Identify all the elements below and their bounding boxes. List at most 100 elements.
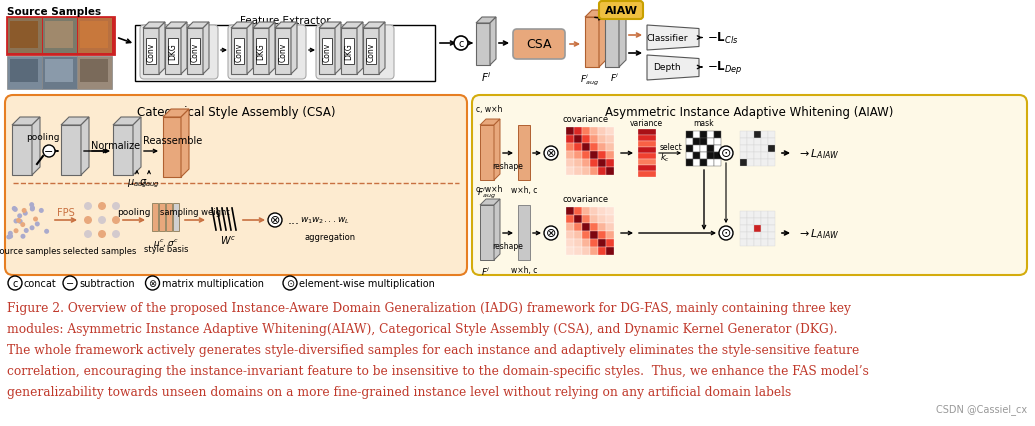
Bar [714,132,721,139]
Bar [7,57,42,90]
Circle shape [98,202,106,210]
Polygon shape [357,23,363,75]
Circle shape [30,226,34,231]
Polygon shape [319,23,341,29]
Bar [607,231,614,239]
Polygon shape [585,18,599,68]
Circle shape [8,231,12,236]
Bar [761,211,768,219]
Bar [740,160,747,167]
Circle shape [84,216,92,225]
Bar [693,146,700,153]
Circle shape [8,234,13,239]
Circle shape [12,207,18,213]
Circle shape [13,219,19,224]
Circle shape [112,202,120,210]
Bar [761,146,768,153]
Polygon shape [494,199,500,260]
Polygon shape [269,23,275,75]
Bar [740,132,747,139]
Bar [574,248,582,256]
Bar [740,139,747,146]
Bar [574,207,582,216]
Bar [566,207,574,216]
Bar [700,132,707,139]
Text: Reassemble: Reassemble [143,136,202,146]
Bar [740,153,747,160]
Bar [714,139,721,146]
Text: CSDN @Cassiel_cx: CSDN @Cassiel_cx [936,403,1027,414]
Bar [8,19,42,54]
Bar [590,216,598,224]
Text: $\rightarrow L_{AIAW}$: $\rightarrow L_{AIAW}$ [797,227,839,240]
Text: −: − [66,278,75,288]
Polygon shape [363,29,379,75]
Circle shape [8,276,22,290]
Polygon shape [585,11,607,18]
Bar [566,167,574,176]
Text: correlation, encouraging the instance-invariant feature to be insensitive to the: correlation, encouraging the instance-in… [7,364,868,377]
Text: Categorical Style Assembly (CSA): Categorical Style Assembly (CSA) [137,106,335,119]
Polygon shape [113,118,141,126]
Text: $\mu_{aug}$: $\mu_{aug}$ [126,178,147,190]
Polygon shape [143,29,159,75]
Bar [700,146,707,153]
Text: Source Samples: Source Samples [7,7,101,17]
Circle shape [13,229,19,234]
Bar [761,132,768,139]
Bar [582,136,590,144]
FancyBboxPatch shape [472,96,1027,275]
Circle shape [283,276,297,290]
Bar [78,19,112,54]
Text: c, w×h: c, w×h [476,105,502,114]
Circle shape [30,206,35,211]
Bar [755,153,761,160]
Circle shape [38,208,43,213]
Text: ...: ... [288,214,300,227]
Circle shape [24,228,29,233]
Bar [582,207,590,216]
Polygon shape [253,23,275,29]
Bar [566,224,574,231]
Bar [707,132,714,139]
Bar [566,216,574,224]
Text: covariance: covariance [563,115,609,124]
Text: style basis: style basis [144,245,188,253]
Circle shape [84,202,92,210]
Bar [761,160,768,167]
Bar [582,248,590,256]
Bar [590,144,598,152]
Text: c, w×h: c, w×h [476,184,502,193]
Bar [42,57,77,90]
Text: Classifier: Classifier [646,34,687,43]
Text: Conv: Conv [366,42,376,61]
Bar [598,216,607,224]
Bar [234,39,244,64]
Text: $F^i_{aug}$: $F^i_{aug}$ [476,186,496,201]
Bar [755,233,761,239]
Bar [747,233,755,239]
Polygon shape [647,26,699,51]
Bar [77,57,112,90]
Polygon shape [247,23,253,75]
Bar [146,39,156,64]
Bar [590,136,598,144]
Bar [747,219,755,225]
Polygon shape [165,29,181,75]
Bar [45,22,73,49]
Bar [566,239,574,248]
Bar [607,224,614,231]
Text: $\mu^c, \sigma^c$: $\mu^c, \sigma^c$ [153,236,179,249]
Bar [747,211,755,219]
Bar [607,160,614,167]
Polygon shape [12,126,32,176]
Circle shape [43,146,55,158]
Text: mask: mask [693,119,714,128]
Polygon shape [113,126,134,176]
Text: $F^i_{aug}$: $F^i_{aug}$ [580,72,598,87]
Bar [590,231,598,239]
Polygon shape [335,23,341,75]
Bar [693,139,700,146]
Text: ⊙: ⊙ [720,227,732,240]
Polygon shape [32,118,40,176]
